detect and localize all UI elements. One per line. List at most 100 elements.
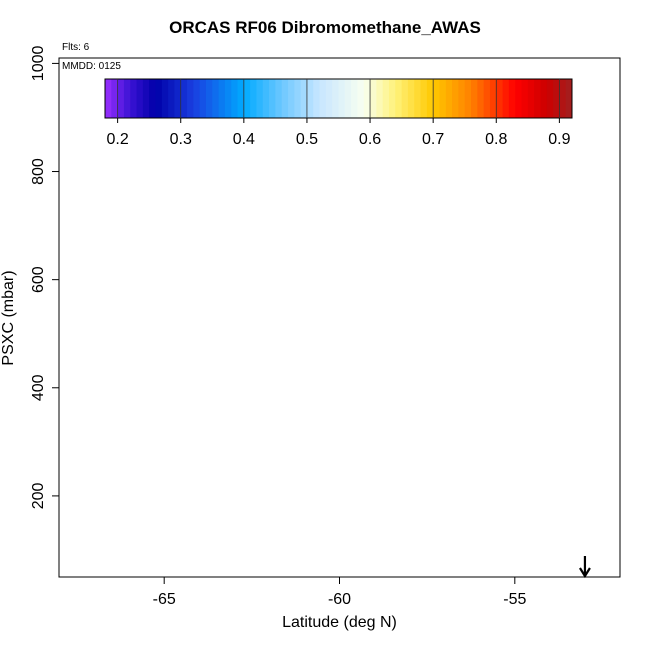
colorbar-swatch <box>477 79 485 118</box>
colorbar-swatch <box>344 79 352 118</box>
colorbar-swatch <box>187 79 194 118</box>
colorbar-swatch <box>445 79 453 118</box>
colorbar-swatch <box>136 79 144 118</box>
colorbar-swatch <box>180 79 188 118</box>
colorbar-swatch <box>452 79 459 118</box>
colorbar-swatch <box>306 79 314 118</box>
colorbar-swatch <box>313 79 321 118</box>
colorbar-tick-label: 0.4 <box>233 131 255 148</box>
sample-point <box>170 496 180 506</box>
colorbar-tick-label: 0.7 <box>422 131 444 148</box>
colorbar-swatch <box>319 79 327 118</box>
colorbar-swatch <box>269 79 276 118</box>
plot-frame <box>58 57 621 578</box>
colorbar-swatch <box>281 79 289 118</box>
colorbar-swatch <box>540 79 548 118</box>
x-axis-label: Latitude (deg N) <box>282 614 397 631</box>
colorbar-swatch <box>168 79 175 118</box>
chart-title: ORCAS RF06 Dibromomethane_AWAS <box>169 18 481 37</box>
colorbar-swatch <box>338 79 346 118</box>
arrow-marker <box>579 556 591 579</box>
x-tick-label: -55 <box>503 591 526 608</box>
colorbar-swatch <box>420 79 428 118</box>
y-tick-label: 200 <box>30 482 47 509</box>
colorbar-swatch <box>546 79 554 118</box>
sample-point <box>56 368 66 378</box>
sample-point <box>124 449 134 459</box>
colorbar-swatch <box>496 79 504 118</box>
colorbar-swatch <box>256 79 264 118</box>
colorbar-swatch <box>155 79 163 118</box>
colorbar-swatch <box>212 79 220 118</box>
colorbar-swatch <box>483 79 491 118</box>
colorbar-swatch <box>262 79 270 118</box>
colorbar-swatch <box>250 79 257 118</box>
y-tick-label: 600 <box>30 266 47 293</box>
colorbar-swatch <box>294 79 302 118</box>
colorbar-swatch <box>105 79 112 118</box>
y-axis-label: PSXC (mbar) <box>0 270 17 366</box>
sample-point <box>59 492 69 502</box>
colorbar-tick-label: 0.6 <box>359 131 381 148</box>
y-tick-label: 1000 <box>30 46 47 82</box>
y-tick-label: 400 <box>30 374 47 401</box>
sample-point <box>180 503 190 513</box>
sample-point <box>59 436 69 446</box>
date-note: MMDD: 0125 <box>62 61 121 72</box>
colorbar-swatch <box>130 79 138 118</box>
sample-point <box>63 90 73 100</box>
colorbar-swatch <box>111 79 119 118</box>
colorbar-swatch <box>205 79 213 118</box>
colorbar-swatch <box>471 79 478 118</box>
colorbar-tick-label: 0.3 <box>170 131 192 148</box>
colorbar-tick-label: 0.8 <box>485 131 507 148</box>
colorbar-swatch <box>534 79 541 118</box>
colorbar-swatch <box>199 79 207 118</box>
colorbar-swatch <box>439 79 447 118</box>
x-tick-label: -60 <box>328 591 351 608</box>
colorbar-tick-label: 0.5 <box>296 131 318 148</box>
colorbar: 0.2 0.3 0.4 0.5 0.6 0.7 0.8 0.9 <box>104 78 573 148</box>
sample-point <box>59 76 69 86</box>
flights-note: Flts: 6 <box>62 42 90 53</box>
colorbar-swatch <box>376 79 384 118</box>
colorbar-swatch <box>351 79 358 118</box>
colorbar-swatch <box>559 79 567 118</box>
colorbar-swatch <box>521 79 529 118</box>
colorbar-swatch <box>193 79 201 118</box>
x-tick-label: -65 <box>153 591 176 608</box>
axes: -65 -60 -55 200 400 600 800 1000 <box>30 46 526 608</box>
colorbar-swatch <box>401 79 409 118</box>
colorbar-swatch <box>388 79 396 118</box>
colorbar-swatch <box>370 79 377 118</box>
colorbar-frame <box>104 78 573 119</box>
colorbar-swatch <box>502 79 510 118</box>
colorbar-swatch <box>123 79 131 118</box>
colorbar-swatch <box>237 79 245 118</box>
sample-point <box>58 319 68 329</box>
colorbar-swatch <box>149 79 156 118</box>
sample-point <box>56 360 66 370</box>
colorbar-swatch <box>224 79 232 118</box>
colorbar-swatch <box>357 79 365 118</box>
colorbar-swatch <box>325 79 333 118</box>
colorbar-swatch <box>363 79 371 118</box>
colorbar-swatch <box>231 79 239 118</box>
colorbar-swatch <box>142 79 150 118</box>
colorbar-swatch <box>218 79 226 118</box>
colorbar-swatch <box>288 79 295 118</box>
sample-point <box>80 277 90 287</box>
colorbar-swatch <box>508 79 516 118</box>
sample-point <box>200 503 210 513</box>
colorbar-swatch <box>464 79 472 118</box>
colorbar-swatch <box>553 79 560 118</box>
colorbar-swatch <box>515 79 523 118</box>
colorbar-swatch <box>395 79 403 118</box>
arrow-head <box>579 567 591 579</box>
colorbar-swatch <box>382 79 390 118</box>
sample-point <box>61 199 71 209</box>
colorbar-swatch <box>332 79 339 118</box>
sample-point <box>58 500 68 510</box>
